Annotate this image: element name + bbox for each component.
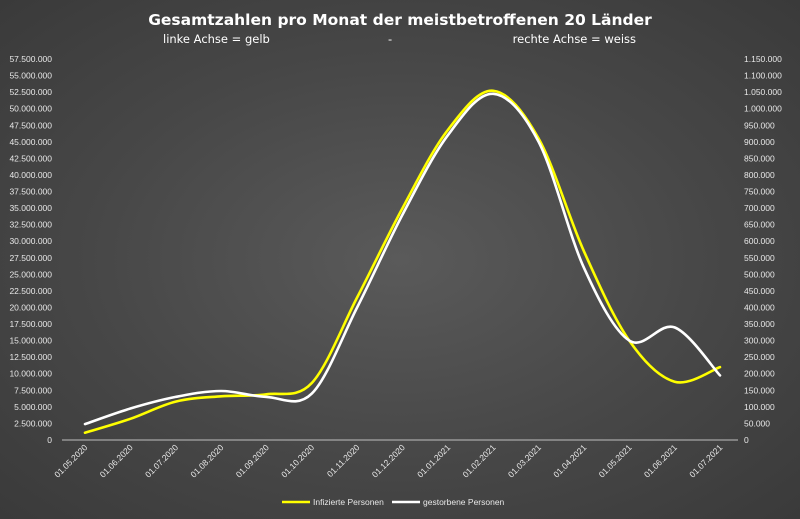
x-axis-tick-label: 01.09.2020 <box>234 442 271 479</box>
left-axis-tick-label: 15.000.000 <box>9 336 52 346</box>
right-axis-tick-label: 100.000 <box>744 402 775 412</box>
left-axis-tick-label: 37.500.000 <box>9 187 52 197</box>
left-axis-tick-label: 0 <box>47 435 52 445</box>
right-axis-tick-label: 200.000 <box>744 369 775 379</box>
left-axis-tick-label: 20.000.000 <box>9 302 52 312</box>
right-axis-tick-label: 1.050.000 <box>744 87 782 97</box>
right-axis-tick-label: 600.000 <box>744 236 775 246</box>
x-axis-tick-label: 01.01.2021 <box>415 442 452 479</box>
x-axis-tick-label: 01.06.2021 <box>642 442 679 479</box>
right-axis-tick-label: 1.100.000 <box>744 71 782 81</box>
right-axis-tick-label: 1.150.000 <box>744 54 782 64</box>
legend-label: Infizierte Personen <box>313 497 384 507</box>
left-axis-tick-label: 45.000.000 <box>9 137 52 147</box>
left-axis-tick-label: 50.000.000 <box>9 104 52 114</box>
chart-subtitle-separator: - <box>388 32 392 46</box>
right-axis-tick-label: 850.000 <box>744 153 775 163</box>
chart-title: Gesamtzahlen pro Monat der meistbetroffe… <box>148 11 652 29</box>
series-line-gestorbene <box>83 92 722 426</box>
left-axis-tick-label: 7.500.000 <box>14 385 52 395</box>
left-axis-tick-label: 55.000.000 <box>9 71 52 81</box>
right-axis-tick-label: 550.000 <box>744 253 775 263</box>
right-axis-tick-label: 400.000 <box>744 302 775 312</box>
series-layer <box>83 89 722 434</box>
x-axis-tick-label: 01.12.2020 <box>370 442 407 479</box>
right-axis-tick-label: 800.000 <box>744 170 775 180</box>
right-axis-tick-label: 1.000.000 <box>744 104 782 114</box>
chart-subtitle-right: rechte Achse = weiss <box>513 32 636 46</box>
x-axis-tick-label: 01.10.2020 <box>279 442 316 479</box>
x-axis-tick-label: 01.08.2020 <box>188 442 225 479</box>
left-axis-tick-label: 47.500.000 <box>9 120 52 130</box>
right-axis-tick-label: 900.000 <box>744 137 775 147</box>
right-axis-tick-label: 300.000 <box>744 336 775 346</box>
right-axis-tick-label: 250.000 <box>744 352 775 362</box>
right-axis-tick-label: 700.000 <box>744 203 775 213</box>
right-axis-tick-label: 350.000 <box>744 319 775 329</box>
left-axis-tick-label: 22.500.000 <box>9 286 52 296</box>
left-axis-tick-label: 12.500.000 <box>9 352 52 362</box>
legend: Infizierte Personen gestorbene Personen <box>282 497 505 507</box>
right-axis-tick-label: 500.000 <box>744 269 775 279</box>
x-axis-tick-label: 01.05.2021 <box>597 442 634 479</box>
left-axis-tick-label: 17.500.000 <box>9 319 52 329</box>
x-axis-tick-label: 01.02.2021 <box>460 442 497 479</box>
right-axis-tick-label: 750.000 <box>744 187 775 197</box>
left-axis-tick-label: 10.000.000 <box>9 369 52 379</box>
right-axis-tick-label: 950.000 <box>744 120 775 130</box>
right-axis-tick-label: 450.000 <box>744 286 775 296</box>
left-axis-tick-label: 35.000.000 <box>9 203 52 213</box>
x-axis-tick-label: 01.04.2021 <box>551 442 588 479</box>
left-axis: 0 2.500.000 5.000.000 7.500.000 10.000.000 12… <box>9 54 52 445</box>
right-axis-tick-label: 650.000 <box>744 220 775 230</box>
series-line-infizierte <box>83 89 722 434</box>
x-axis-tick-label: 01.06.2020 <box>98 442 135 479</box>
right-axis: 0 50.000 100.000 150.000 200.000 250.000 300.0… <box>744 54 782 445</box>
left-axis-tick-label: 42.500.000 <box>9 153 52 163</box>
left-axis-tick-label: 32.500.000 <box>9 220 52 230</box>
x-axis-tick-label: 01.03.2021 <box>506 442 543 479</box>
x-axis-tick-label: 01.05.2020 <box>52 442 89 479</box>
left-axis-tick-label: 27.500.000 <box>9 253 52 263</box>
left-axis-tick-label: 57.500.000 <box>9 54 52 64</box>
right-axis-tick-label: 150.000 <box>744 385 775 395</box>
chart-subtitle-left: linke Achse = gelb <box>163 32 270 46</box>
x-axis: 01.05.2020 01.06.2020 01.07.2020 01.08.2020… <box>52 439 738 479</box>
left-axis-tick-label: 2.500.000 <box>14 418 52 428</box>
left-axis-tick-label: 5.000.000 <box>14 402 52 412</box>
left-axis-tick-label: 25.000.000 <box>9 269 52 279</box>
right-axis-tick-label: 0 <box>744 435 749 445</box>
x-axis-tick-label: 01.11.2020 <box>325 442 362 479</box>
left-axis-tick-label: 40.000.000 <box>9 170 52 180</box>
right-axis-tick-label: 50.000 <box>744 418 770 428</box>
left-axis-tick-label: 30.000.000 <box>9 236 52 246</box>
x-axis-tick-label: 01.07.2021 <box>687 442 724 479</box>
x-axis-tick-label: 01.07.2020 <box>143 442 180 479</box>
left-axis-tick-label: 52.500.000 <box>9 87 52 97</box>
legend-label: gestorbene Personen <box>423 497 505 507</box>
chart-title-group: Gesamtzahlen pro Monat der meistbetroffe… <box>148 11 652 46</box>
